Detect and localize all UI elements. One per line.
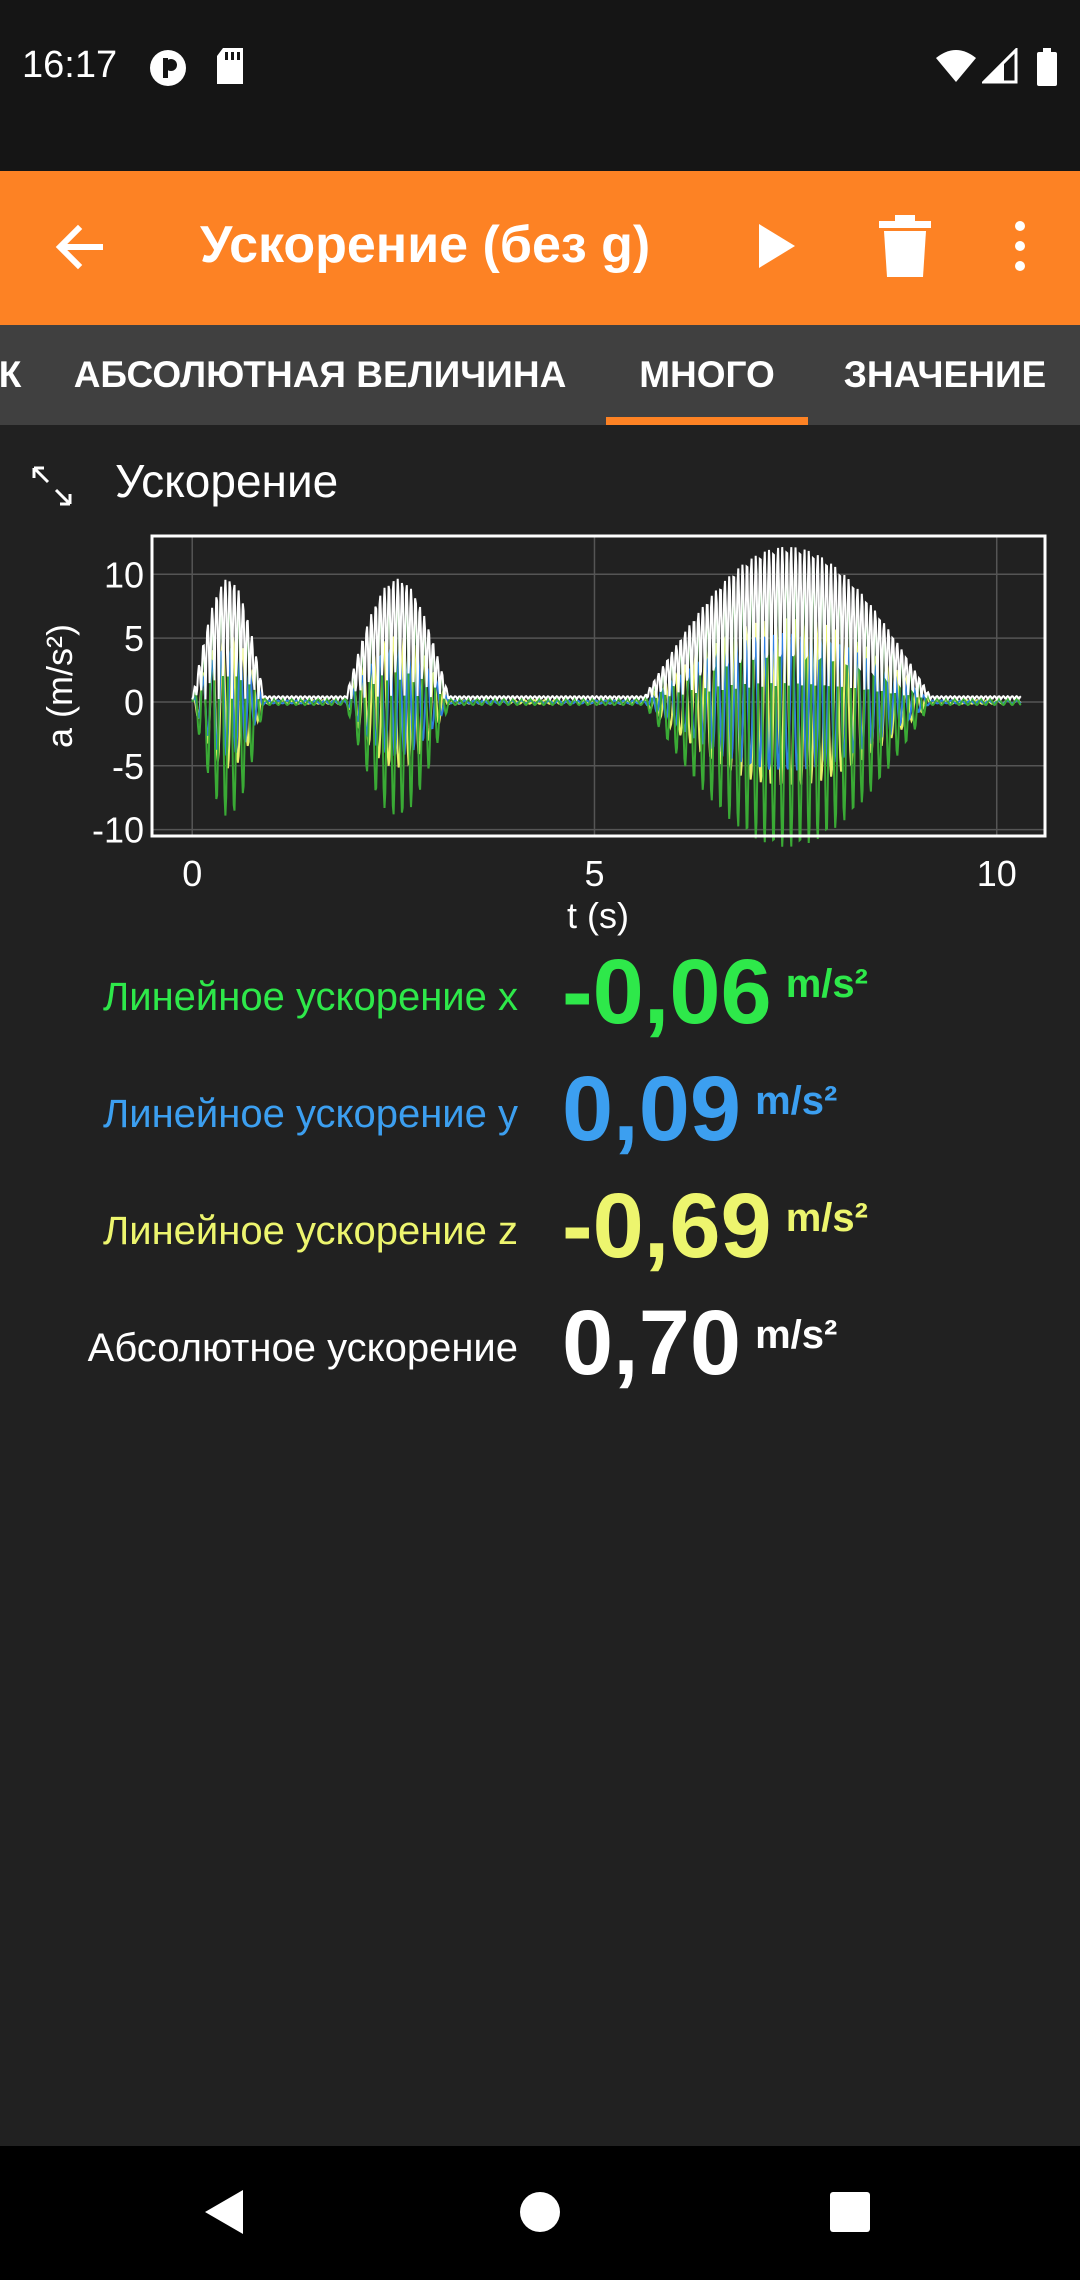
system-nav-bar [0, 2146, 1080, 2280]
graph-title: Ускорение [115, 455, 339, 507]
play-icon[interactable] [745, 216, 805, 276]
wifi-icon [936, 50, 976, 82]
readout-value: 0,09 m/s² [562, 1058, 838, 1160]
tab-multi[interactable]: МНОГО [639, 354, 775, 395]
battery-icon [1037, 48, 1057, 86]
series-line-3 [191, 547, 1022, 702]
nav-home-icon[interactable] [510, 2182, 570, 2242]
acceleration-chart[interactable]: 10 5 0 -5 -10 0 5 10 a (m/s²) t (s) [0, 520, 1080, 940]
arrow-back-icon[interactable] [50, 217, 110, 277]
tab-partial[interactable]: К [0, 354, 22, 395]
x-tick-label: 0 [182, 853, 202, 894]
app-bar: Ускорение (без g) [0, 171, 1080, 325]
readout-value: 0,70 m/s² [562, 1292, 838, 1394]
chart-series [191, 547, 1022, 847]
nav-back-icon[interactable] [195, 2182, 255, 2242]
readout-label: Линейное ускорение x [103, 975, 518, 1019]
readout-z: Линейное ускорение z -0,69 m/s² [0, 1174, 1080, 1284]
y-tick-labels: 10 5 0 -5 -10 [92, 554, 144, 850]
signal-icon [982, 48, 1018, 84]
tab-bar: К АБСОЛЮТНАЯ ВЕЛИЧИНА МНОГО ЗНАЧЕНИЕ [0, 325, 1080, 425]
y-tick-label: 5 [124, 618, 144, 659]
tab-absolute-magnitude[interactable]: АБСОЛЮТНАЯ ВЕЛИЧИНА [73, 354, 567, 395]
tab-value[interactable]: ЗНАЧЕНИЕ [843, 354, 1047, 395]
nav-recents-icon[interactable] [820, 2182, 880, 2242]
y-tick-label: 10 [104, 554, 144, 595]
readout-label: Линейное ускорение y [103, 1092, 518, 1136]
y-tick-label: 0 [124, 682, 144, 723]
more-vert-icon[interactable] [1000, 216, 1040, 276]
y-tick-label: -10 [92, 810, 144, 851]
status-time: 16:17 [22, 44, 118, 86]
status-bar: 16:17 [0, 0, 1080, 171]
readout-label: Линейное ускорение z [103, 1209, 518, 1253]
x-axis-label: t (s) [567, 895, 629, 936]
x-tick-labels: 0 5 10 [182, 853, 1017, 894]
graph-header: Ускорение [0, 440, 1080, 520]
readout-y: Линейное ускорение y 0,09 m/s² [0, 1057, 1080, 1167]
readout-label: Абсолютное ускорение [87, 1326, 518, 1370]
expand-icon[interactable] [30, 464, 74, 508]
y-tick-label: -5 [112, 746, 144, 787]
readout-value: -0,06 m/s² [562, 941, 868, 1043]
x-tick-label: 5 [584, 853, 604, 894]
y-axis-label: a (m/s²) [39, 624, 80, 748]
app-notification-icon [150, 50, 186, 86]
selected-tab-indicator [606, 417, 808, 425]
sd-card-icon [217, 48, 243, 84]
readout-x: Линейное ускорение x -0,06 m/s² [0, 940, 1080, 1050]
x-tick-label: 10 [977, 853, 1017, 894]
chart-grid [152, 536, 1045, 836]
readout-absolute: Абсолютное ускорение 0,70 m/s² [0, 1291, 1080, 1401]
plot-frame [150, 534, 1047, 838]
readout-value: -0,69 m/s² [562, 1175, 868, 1277]
delete-icon[interactable] [875, 213, 935, 279]
page-title: Ускорение (без g) [200, 216, 651, 274]
